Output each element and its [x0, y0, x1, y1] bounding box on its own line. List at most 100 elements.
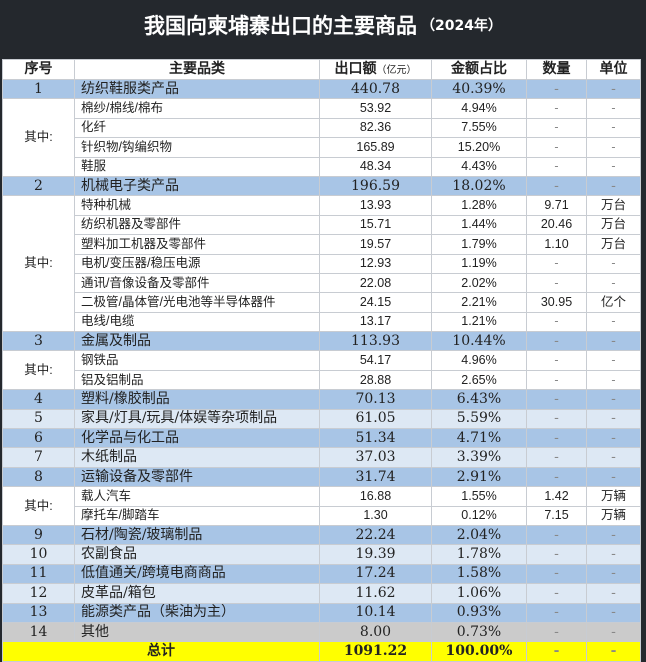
group-label: 其中: — [2, 486, 75, 526]
row-share: 2.65% — [431, 369, 527, 391]
row-amount: 61.05 — [319, 408, 432, 430]
row-unit: - — [586, 369, 641, 391]
row-share: 0.93% — [431, 602, 527, 623]
row-share: 1.21% — [431, 311, 527, 333]
row-amount: 1.30 — [319, 505, 432, 526]
sub-row: 纺织机器及零部件 15.71 1.44% 20.46 万台 — [3, 214, 641, 236]
row-seq: 12 — [2, 583, 75, 604]
total-unit: - — [586, 641, 641, 662]
row-share: 1.58% — [431, 563, 527, 585]
row-qty: - — [526, 621, 587, 643]
row-unit: 万台 — [586, 214, 641, 236]
export-table: 序号 主要品类 出口额（亿元） 金额占比 数量 单位 1 纺织鞋服类产品 440.7… — [2, 59, 641, 662]
table-row: 12 皮革品/箱包 11.62 1.06% - - — [2, 583, 641, 604]
row-unit: - — [586, 78, 641, 100]
row-qty: 1.42 — [526, 486, 587, 507]
row-qty: - — [526, 137, 587, 158]
sub-row: 化纤 82.36 7.55% - - — [3, 117, 641, 139]
row-amount: 196.59 — [319, 175, 432, 197]
row-share: 1.44% — [431, 214, 527, 236]
table-row: 4 塑料/橡胶制品 70.13 6.43% - - — [2, 389, 641, 410]
row-unit: - — [586, 331, 641, 352]
row-amount: 8.00 — [319, 621, 432, 643]
row-seq: 9 — [2, 524, 75, 546]
row-amount: 53.92 — [319, 98, 432, 119]
row-amount: 31.74 — [319, 466, 432, 488]
row-amount: 19.57 — [319, 234, 432, 255]
row-amount: 11.62 — [319, 583, 432, 604]
row-name: 木纸制品 — [74, 447, 320, 468]
row-qty: - — [526, 466, 587, 488]
table-title: 我国向柬埔寨出口的主要商品 （2024年） — [0, 0, 646, 58]
row-name: 化学品与化工品 — [74, 428, 320, 449]
row-amount: 15.71 — [319, 214, 432, 236]
row-seq: 14 — [2, 621, 75, 643]
row-unit: - — [586, 408, 641, 430]
header-qty: 数量 — [526, 59, 587, 80]
row-qty: - — [526, 408, 587, 430]
row-name: 皮革品/箱包 — [74, 583, 320, 604]
row-amount: 37.03 — [319, 447, 432, 468]
row-name: 家具/灯具/玩具/体娱等杂项制品 — [74, 408, 320, 430]
row-qty: - — [526, 117, 587, 139]
row-share: 0.12% — [431, 505, 527, 526]
row-qty: - — [526, 253, 587, 274]
row-unit: - — [586, 621, 641, 643]
row-name: 铝及铝制品 — [74, 369, 320, 391]
title-year: （2024年） — [421, 18, 502, 34]
sub-row: 针织物/钩编织物 165.89 15.20% - - — [3, 137, 641, 158]
row-name: 纺织鞋服类产品 — [74, 78, 320, 100]
row-qty: - — [526, 156, 587, 177]
sub-row: 摩托车/脚踏车 1.30 0.12% 7.15 万辆 — [3, 505, 641, 526]
row-name: 二极管/晶体管/光电池等半导体器件 — [74, 292, 320, 313]
row-share: 3.39% — [431, 447, 527, 468]
row-seq: 6 — [2, 428, 75, 449]
row-amount: 13.17 — [319, 311, 432, 333]
sub-row: 其中: 钢铁品 54.17 4.96% - - — [2, 350, 641, 391]
total-qty: - — [526, 641, 587, 662]
row-qty: - — [526, 272, 587, 294]
row-amount: 22.08 — [319, 272, 432, 294]
sub-row: 电线/电缆 13.17 1.21% - - — [3, 311, 641, 333]
table-row: 3 金属及制品 113.93 10.44% - - — [2, 331, 641, 352]
row-share: 7.55% — [431, 117, 527, 139]
row-amount: 13.93 — [319, 195, 432, 216]
row-share: 18.02% — [431, 175, 527, 197]
row-seq: 1 — [2, 78, 75, 100]
row-name: 石材/陶瓷/玻璃制品 — [74, 524, 320, 546]
row-seq: 13 — [2, 602, 75, 623]
row-name: 电机/变压器/稳压电源 — [74, 253, 320, 274]
row-qty: 1.10 — [526, 234, 587, 255]
row-seq: 4 — [2, 389, 75, 410]
group-label: 其中: — [2, 195, 75, 333]
header-amount-unit: （亿元） — [376, 64, 417, 76]
row-amount: 28.88 — [319, 369, 432, 391]
row-share: 4.96% — [431, 350, 527, 371]
header-seq: 序号 — [2, 59, 75, 80]
row-seq: 2 — [2, 175, 75, 197]
row-name: 农副食品 — [74, 544, 320, 565]
row-amount: 113.93 — [319, 331, 432, 352]
row-unit: - — [586, 389, 641, 410]
row-seq: 7 — [2, 447, 75, 468]
sub-row: 塑料加工机器及零部件 19.57 1.79% 1.10 万台 — [3, 234, 641, 255]
sub-row: 其中: 棉纱/棉线/棉布 53.92 4.94% - - — [2, 98, 641, 177]
header-row: 序号 主要品类 出口额（亿元） 金额占比 数量 单位 — [2, 59, 641, 80]
row-qty: - — [526, 78, 587, 100]
table-row: 5 家具/灯具/玩具/体娱等杂项制品 61.05 5.59% - - — [2, 408, 641, 430]
table-row: 8 运输设备及零部件 31.74 2.91% - - — [2, 466, 641, 488]
row-share: 1.55% — [431, 486, 527, 507]
header-category: 主要品类 — [74, 59, 320, 80]
row-qty: 30.95 — [526, 292, 587, 313]
row-seq: 3 — [2, 331, 75, 352]
row-unit: - — [586, 428, 641, 449]
row-qty: 9.71 — [526, 195, 587, 216]
row-amount: 54.17 — [319, 350, 432, 371]
table-row: 11 低值通关/跨境电商商品 17.24 1.58% - - — [2, 563, 641, 585]
table-row: 7 木纸制品 37.03 3.39% - - — [2, 447, 641, 468]
row-qty: - — [526, 331, 587, 352]
row-unit: - — [586, 311, 641, 333]
row-amount: 165.89 — [319, 137, 432, 158]
sub-row: 通讯/音像设备及零部件 22.08 2.02% - - — [3, 272, 641, 294]
sub-row: 铝及铝制品 28.88 2.65% - - — [3, 369, 641, 391]
